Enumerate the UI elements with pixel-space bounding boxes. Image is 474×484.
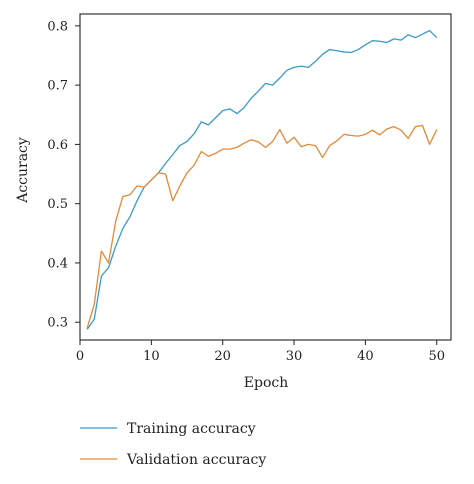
x-tick-label: 0 bbox=[76, 349, 84, 364]
x-tick-label: 50 bbox=[428, 349, 445, 364]
x-tick-label: 40 bbox=[357, 349, 374, 364]
y-tick-label: 0.6 bbox=[47, 138, 68, 153]
legend-label-training: Training accuracy bbox=[127, 421, 256, 437]
x-tick-label: 10 bbox=[143, 349, 160, 364]
y-tick-label: 0.4 bbox=[47, 256, 68, 271]
series-lines bbox=[86, 29, 438, 330]
y-tick-label: 0.7 bbox=[47, 79, 68, 94]
x-axis-title: Epoch bbox=[244, 375, 288, 391]
plot-frame bbox=[79, 13, 452, 341]
y-axis-ticks: 0.3 0.4 0.5 0.6 0.7 0.8 bbox=[47, 19, 80, 331]
x-tick-label: 30 bbox=[286, 349, 303, 364]
y-tick-label: 0.3 bbox=[47, 316, 68, 331]
x-tick-label: 20 bbox=[214, 349, 231, 364]
y-tick-label: 0.5 bbox=[47, 197, 68, 212]
legend: Training accuracy Validation accuracy bbox=[80, 421, 266, 468]
series-line-training bbox=[86, 29, 438, 330]
y-axis-title: Accuracy bbox=[15, 137, 31, 204]
series-line-validation bbox=[86, 124, 438, 329]
legend-label-validation: Validation accuracy bbox=[126, 452, 266, 468]
y-tick-label: 0.8 bbox=[47, 19, 68, 34]
axes bbox=[79, 13, 452, 341]
x-axis-ticks: 0 10 20 30 40 50 bbox=[76, 340, 445, 364]
